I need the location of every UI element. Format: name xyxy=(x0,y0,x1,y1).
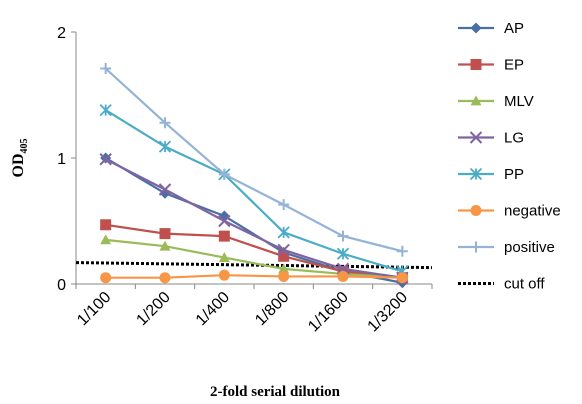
series-line-pp xyxy=(105,109,403,273)
data-point-lg xyxy=(218,214,231,228)
series-line-positive xyxy=(104,67,403,253)
series-pp xyxy=(99,103,409,278)
data-point-pp xyxy=(277,226,290,239)
x-tick-label: 1/100 xyxy=(74,289,114,329)
data-point-mlv xyxy=(218,252,230,262)
data-point-positive xyxy=(218,168,230,180)
legend-item-lg: LG xyxy=(458,130,524,147)
data-point-mlv xyxy=(159,240,171,251)
y-tick-label: 2 xyxy=(57,25,66,42)
legend-marker xyxy=(470,22,482,34)
x-tick-label: 1/400 xyxy=(193,289,233,329)
legend-marker xyxy=(470,205,482,216)
series-group xyxy=(99,63,409,289)
series-positive xyxy=(100,63,408,257)
data-point-ep xyxy=(159,228,171,240)
legend-label: LG xyxy=(504,130,524,147)
y-tick-label: 0 xyxy=(57,277,66,294)
legend-item-ep: EP xyxy=(458,57,524,74)
x-tick-label: 1/1600 xyxy=(305,289,352,336)
data-point-pp xyxy=(336,247,350,260)
data-point-positive xyxy=(100,63,112,75)
series-ep xyxy=(100,219,408,284)
legend-item-cut-off: cut off xyxy=(458,276,545,293)
legend-label: PP xyxy=(504,166,524,183)
data-point-negative xyxy=(396,272,408,284)
legend-label: EP xyxy=(504,57,524,74)
legend-marker xyxy=(469,167,483,181)
legend-label: positive xyxy=(504,239,555,256)
series-line-negative xyxy=(105,274,403,279)
legend-label: negative xyxy=(504,203,561,220)
data-point-lg xyxy=(158,183,172,196)
y-tick-label: 1 xyxy=(57,151,66,168)
data-point-positive xyxy=(278,199,290,211)
legend-label: MLV xyxy=(504,93,534,110)
legend-marker xyxy=(470,95,482,106)
data-point-ep xyxy=(218,230,230,242)
x-tick-label: 1/3200 xyxy=(365,289,412,336)
legend-item-mlv: MLV xyxy=(458,93,534,110)
legend-marker xyxy=(470,241,482,253)
series-line-mlv xyxy=(105,238,403,279)
data-point-ep xyxy=(100,219,112,231)
series-negative xyxy=(100,269,408,284)
data-point-negative xyxy=(100,272,112,284)
data-point-negative xyxy=(337,270,349,282)
legend-item-pp: PP xyxy=(458,166,524,183)
data-point-positive xyxy=(159,117,171,129)
legend-item-ap: AP xyxy=(458,20,524,37)
data-point-mlv xyxy=(278,263,290,274)
legend-item-positive: positive xyxy=(458,239,555,256)
legend-label: AP xyxy=(504,20,524,37)
legend: AP EP MLV LG PP negative positive cut off xyxy=(458,20,561,293)
data-point-pp xyxy=(158,140,172,153)
legend-marker xyxy=(469,131,483,144)
data-point-pp xyxy=(99,103,112,117)
series-line-ep xyxy=(105,223,403,279)
data-point-positive xyxy=(337,230,349,242)
legend-marker xyxy=(470,59,482,70)
cutoff-line xyxy=(75,261,433,270)
x-tick-label: 1/800 xyxy=(252,289,292,329)
y-axis-label-sub: 405 xyxy=(19,139,30,154)
legend-item-negative: negative xyxy=(458,203,561,220)
data-point-mlv xyxy=(100,234,112,245)
x-tick-label: 1/200 xyxy=(133,289,173,329)
data-point-lg xyxy=(277,243,290,257)
x-axis-label: 2-fold serial dilution xyxy=(210,384,341,400)
series-line-lg xyxy=(105,158,403,279)
data-point-ep xyxy=(278,250,290,262)
legend-label: cut off xyxy=(504,276,545,293)
data-point-negative xyxy=(218,269,230,281)
data-point-lg xyxy=(99,153,112,166)
y-axis-label-main: OD xyxy=(10,154,27,178)
data-point-negative xyxy=(159,272,171,284)
y-axis-label: OD405 xyxy=(10,139,30,178)
data-point-positive xyxy=(396,245,408,257)
svg-text:OD405: OD405 xyxy=(10,139,30,178)
data-point-negative xyxy=(278,270,290,282)
plot-area: 0 1 2 1/100 1/200 1/400 1/800 1/1600 1/3200 xyxy=(57,25,433,336)
